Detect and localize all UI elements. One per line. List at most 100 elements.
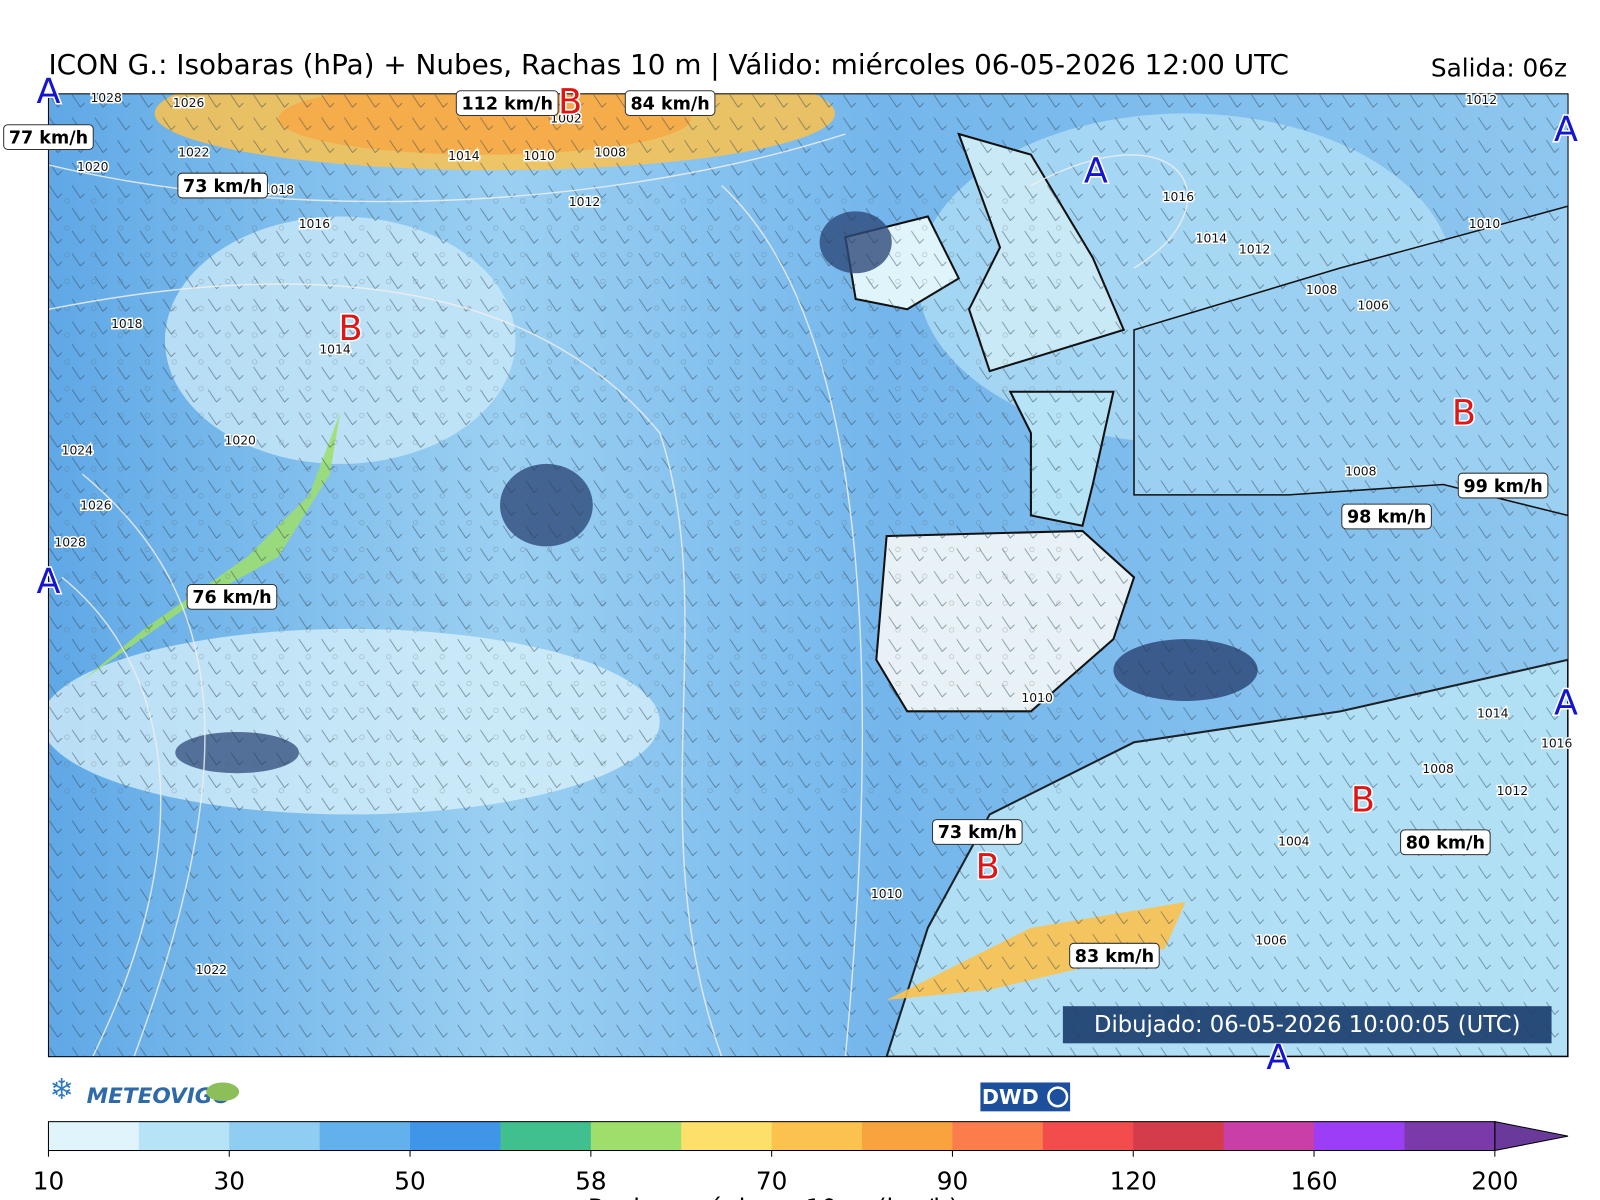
isobar-label: 1020: [77, 160, 109, 174]
colorbar-label: Rachas máximas 10 m (km/h): [588, 1193, 959, 1200]
isobar-label: 1010: [1469, 217, 1501, 231]
isobar-label: 1024: [62, 444, 94, 458]
colorbar-tick-label: 10: [33, 1167, 64, 1196]
colorbar-bin: [500, 1121, 592, 1151]
run-time: Salida: 06z: [1431, 53, 1567, 82]
colorbar-bin: [952, 1121, 1044, 1151]
gust-label: 98 km/h: [1341, 503, 1432, 530]
gust-label: 84 km/h: [624, 90, 716, 116]
gust-box: [1341, 503, 1432, 530]
gust-text: 77 km/h: [9, 128, 88, 148]
gust-box: [455, 90, 559, 116]
low-center: B: [558, 81, 582, 122]
title: ICON G.: Isobaras (hPa) + Nubes, Rachas …: [48, 48, 1288, 81]
isobar-label: 1010: [1021, 691, 1053, 705]
drawn-stamp: Dibujado: 06-05-2026 10:00:05 (UTC): [1094, 1012, 1520, 1038]
colorbar-bin: [590, 1121, 682, 1151]
gust-box: [1457, 472, 1549, 499]
isobar-label: 1026: [80, 498, 112, 512]
isobar-label: 1008: [1306, 283, 1338, 297]
dwd-swirl: [1047, 1086, 1069, 1108]
high-center: A: [1084, 150, 1108, 191]
isobar-label: 1008: [1422, 762, 1454, 776]
isobar-label: 1008: [1345, 464, 1377, 478]
map: [48, 93, 1569, 1057]
logo-leaf: [206, 1082, 240, 1102]
low-center: B: [338, 308, 362, 349]
colorbar-tick-label: 58: [575, 1167, 606, 1196]
low-center: B: [1351, 779, 1375, 820]
gust-text: 83 km/h: [1075, 947, 1154, 967]
colorbar-tick-label: 200: [1471, 1167, 1518, 1196]
gust-text: 99 km/h: [1463, 477, 1542, 497]
gust-box: [177, 172, 268, 199]
low-center: B: [976, 846, 1000, 887]
isobar-label: 1016: [1163, 190, 1195, 204]
high-center: A: [36, 71, 60, 112]
isobar-label: 1012: [1239, 243, 1270, 257]
gust-label: 77 km/h: [3, 124, 94, 150]
gust-label: 80 km/h: [1400, 829, 1491, 856]
isobar-label: 1014: [1477, 707, 1509, 721]
colorbar-bin: [862, 1121, 953, 1151]
isobar-label: 1022: [196, 963, 227, 977]
isobar-label: 1012: [569, 195, 600, 209]
gust-box: [186, 584, 278, 610]
isobar-label: 1014: [319, 343, 351, 357]
logo-icon: ❄: [49, 1072, 73, 1106]
gust-text: 98 km/h: [1347, 508, 1426, 528]
isobar-label: 1014: [448, 149, 480, 163]
isobar-label: 1014: [1196, 231, 1228, 245]
logo-dwd: DWD: [982, 1085, 1039, 1109]
isobar-label: 1004: [1278, 834, 1310, 848]
gust-box: [932, 819, 1023, 845]
isobar-label: 1006: [1255, 933, 1287, 947]
colorbar-tick-label: 90: [937, 1167, 968, 1196]
gust-label: 112 km/h: [455, 90, 559, 116]
isobar-label: 1018: [111, 317, 143, 331]
isobar-label: 1018: [263, 183, 295, 197]
colorbar-tick-label: 70: [756, 1167, 787, 1196]
colorbar-bin: [229, 1121, 321, 1151]
isobar-label: 1008: [595, 146, 627, 160]
isobar-label: 1002: [550, 112, 581, 126]
gust-text: 73 km/h: [183, 177, 262, 197]
isobar-label: 1012: [1497, 784, 1528, 798]
gust-label: 73 km/h: [177, 172, 268, 199]
colorbar-bin: [771, 1121, 863, 1151]
high-center: A: [1554, 109, 1578, 150]
colorbar-tick-label: 160: [1290, 1167, 1337, 1196]
gust-text: 112 km/h: [461, 94, 552, 114]
gust-label: 83 km/h: [1069, 942, 1160, 969]
isobar-label: 1010: [871, 887, 903, 901]
isobar-label: 1016: [299, 217, 331, 231]
colorbar-bin: [1042, 1121, 1134, 1151]
isobar-label: 1022: [178, 146, 209, 160]
isobar-label: 1028: [90, 91, 122, 105]
colorbar-tick-label: 120: [1110, 1167, 1157, 1196]
colorbar-bin: [1404, 1121, 1496, 1151]
high-center: A: [1554, 682, 1578, 723]
gust-label: 73 km/h: [932, 819, 1023, 845]
isobar-label: 1026: [173, 96, 205, 110]
colorbar-bin: [1223, 1121, 1315, 1151]
colorbar-bin: [681, 1121, 773, 1151]
gust-label: 99 km/h: [1457, 472, 1549, 499]
colorbar-tick-label: 30: [214, 1167, 245, 1196]
colorbar-bin: [410, 1121, 501, 1151]
colorbar-extend: [1494, 1121, 1569, 1152]
isobar-label: 1028: [54, 535, 86, 549]
isobar-label: 1010: [523, 149, 555, 163]
gust-text: 80 km/h: [1406, 833, 1485, 853]
logo-meteovigo: METEOVIGO: [87, 1084, 231, 1109]
colorbar-bin: [48, 1121, 140, 1151]
colorbar-bin: [138, 1121, 230, 1151]
gust-label: 76 km/h: [186, 584, 278, 610]
map-frame: [47, 93, 1569, 1058]
high-center: A: [36, 561, 60, 602]
isobar-label: 1020: [224, 433, 256, 447]
colorbar-bin: [1133, 1121, 1225, 1151]
colorbar-bin: [319, 1121, 411, 1151]
gust-box: [1069, 942, 1160, 969]
